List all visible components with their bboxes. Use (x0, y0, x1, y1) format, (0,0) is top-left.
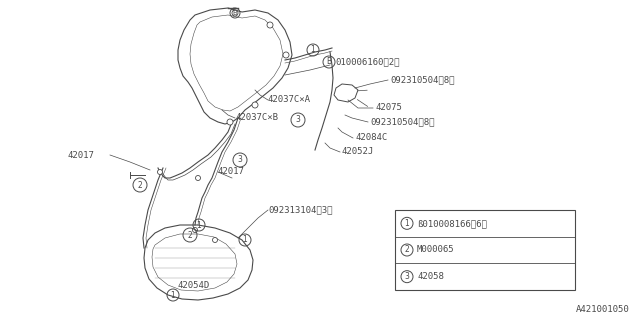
Text: 2: 2 (188, 230, 193, 239)
Text: 092313104（3）: 092313104（3） (268, 205, 333, 214)
Text: 42084C: 42084C (355, 133, 387, 142)
Circle shape (195, 175, 200, 180)
FancyBboxPatch shape (395, 210, 575, 290)
Text: 010006160（2）: 010006160（2） (335, 58, 399, 67)
Text: 2: 2 (138, 180, 142, 189)
Text: 42017: 42017 (68, 150, 95, 159)
Text: 3: 3 (404, 272, 410, 281)
Text: 42052J: 42052J (342, 148, 374, 156)
Circle shape (193, 228, 198, 233)
Text: 1: 1 (196, 220, 202, 229)
Text: 42037C×A: 42037C×A (268, 95, 311, 105)
Text: 42058: 42058 (417, 272, 444, 281)
Text: ß010008166（6）: ß010008166（6） (417, 219, 487, 228)
Text: B: B (232, 10, 237, 16)
Text: B: B (326, 58, 332, 67)
Text: 092310504（8）: 092310504（8） (390, 76, 454, 84)
Text: 1: 1 (171, 291, 175, 300)
Text: 3: 3 (237, 156, 243, 164)
Circle shape (283, 52, 289, 58)
Circle shape (232, 10, 238, 16)
Circle shape (252, 102, 258, 108)
Text: 42037C×B: 42037C×B (235, 114, 278, 123)
Circle shape (157, 170, 163, 174)
Text: 2: 2 (404, 245, 410, 254)
Text: 092310504（8）: 092310504（8） (370, 117, 435, 126)
Circle shape (267, 22, 273, 28)
Circle shape (212, 237, 218, 243)
Text: 42054D: 42054D (178, 282, 211, 291)
Text: M000065: M000065 (417, 245, 454, 254)
Text: 1: 1 (404, 219, 410, 228)
Text: 1: 1 (310, 45, 316, 54)
Circle shape (227, 119, 233, 125)
Text: A421001050: A421001050 (576, 305, 630, 314)
Text: 42075: 42075 (375, 103, 402, 113)
Text: 3: 3 (296, 116, 300, 124)
Text: 1: 1 (243, 236, 248, 244)
Text: 42017: 42017 (218, 167, 245, 177)
